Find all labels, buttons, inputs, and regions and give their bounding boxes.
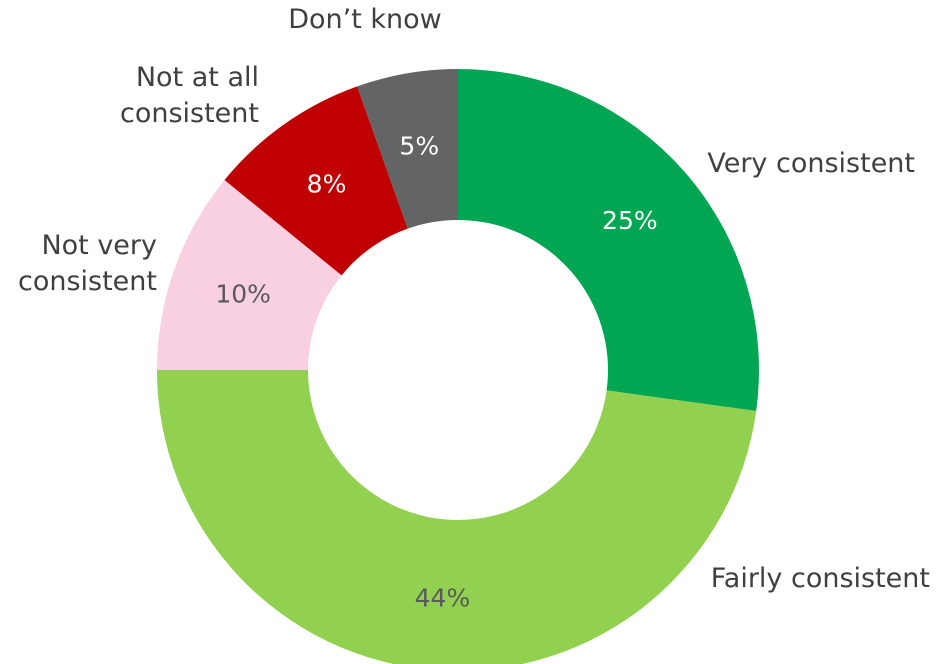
category-label-line: Don’t know xyxy=(288,4,442,35)
category-label-line: Fairly consistent xyxy=(711,563,930,594)
category-label-don-t-know: Don’t know xyxy=(288,4,442,35)
slice-fairly-consistent xyxy=(157,370,757,664)
category-label-line: consistent xyxy=(18,266,157,297)
value-label-very-consistent: 25% xyxy=(602,206,658,235)
value-label-fairly-consistent: 44% xyxy=(415,583,471,612)
slice-not-very-consistent xyxy=(157,180,342,370)
category-label-line: consistent xyxy=(120,98,259,129)
value-label-not-at-all-consistent: 8% xyxy=(307,170,347,199)
category-label-very-consistent: Very consistent xyxy=(707,148,915,179)
slice-not-at-all-consistent xyxy=(224,86,408,276)
donut-slices xyxy=(157,69,760,664)
slice-don-t-know xyxy=(357,69,458,229)
value-label-not-very-consistent: 10% xyxy=(215,280,271,309)
category-label-line: Very consistent xyxy=(707,148,915,179)
category-label-line: Not at all xyxy=(136,62,259,93)
category-label-fairly-consistent: Fairly consistent xyxy=(711,563,930,594)
value-labels: 25% 44% 10% 8% 5% xyxy=(215,131,657,612)
slice-very-consistent xyxy=(458,69,760,411)
category-label-line: Not very xyxy=(41,230,157,261)
category-label-not-at-all-consistent: Not at all consistent xyxy=(120,62,259,129)
category-labels: Very consistent Fairly consistent Not very… xyxy=(18,4,930,594)
value-label-don-t-know: 5% xyxy=(399,131,439,160)
category-label-not-very-consistent: Not very consistent xyxy=(18,230,157,297)
